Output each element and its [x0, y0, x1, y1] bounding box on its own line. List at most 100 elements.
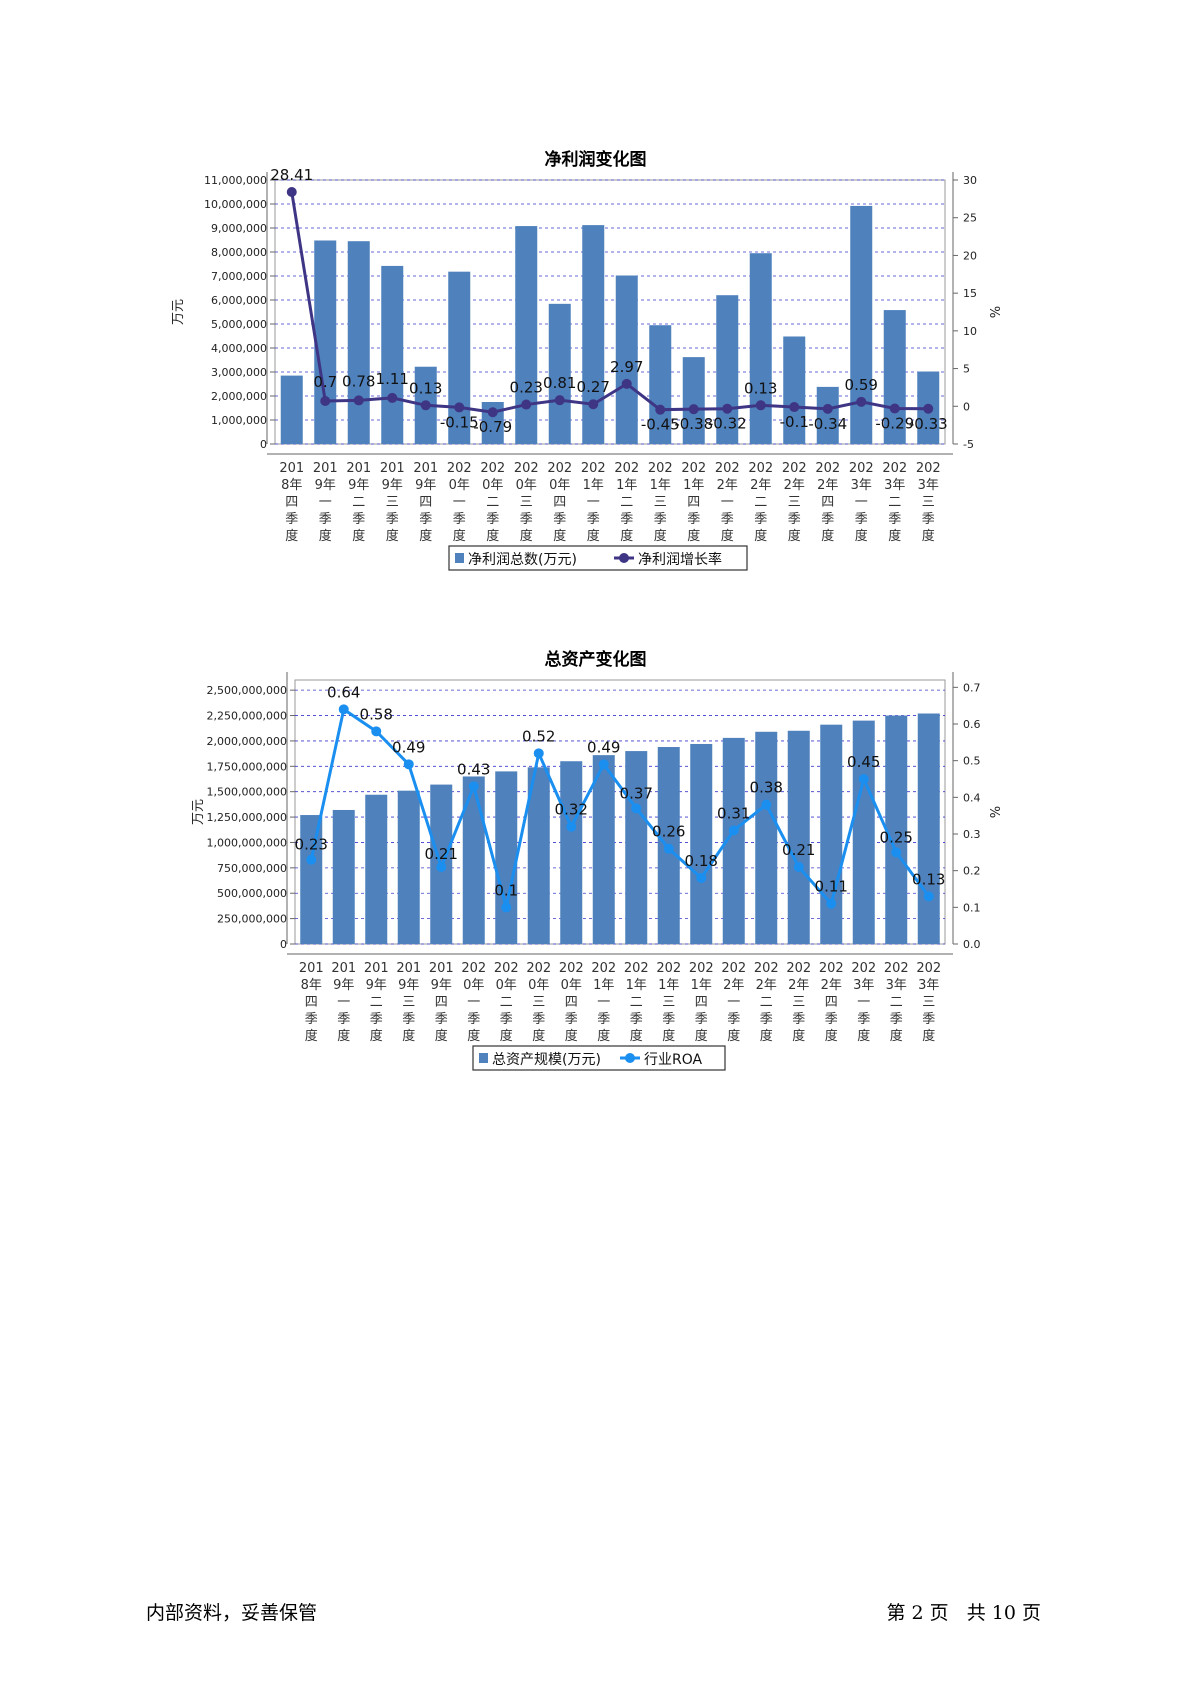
bar [682, 357, 705, 444]
x-tick-label: 度 [467, 1028, 480, 1044]
x-tick-label: 度 [630, 1028, 643, 1044]
bar [515, 226, 538, 444]
bar [883, 310, 906, 444]
data-label: 0.49 [587, 738, 620, 756]
line-point [420, 400, 431, 411]
line-point [826, 898, 837, 909]
x-tick-label: 四 [695, 995, 708, 1010]
x-tick-label: 202 [614, 461, 639, 476]
x-tick-label: 三 [532, 995, 545, 1010]
y-tick-label: 7,000,000 [211, 270, 267, 283]
x-tick-label: 季 [402, 1012, 415, 1027]
x-tick-label: 一 [721, 495, 734, 510]
line-point [789, 402, 800, 413]
x-tick-label: 9年 [415, 478, 436, 493]
x-tick-label: 202 [514, 461, 539, 476]
data-label: 0.45 [847, 753, 880, 771]
y-tick-label: 9,000,000 [211, 222, 267, 235]
x-tick-label: 度 [654, 528, 667, 544]
y-tick-label: 3,000,000 [211, 366, 267, 379]
x-tick-label: 202 [681, 461, 706, 476]
x-tick-label: 1年 [616, 478, 637, 493]
line-point [521, 399, 532, 410]
x-tick-label: 0年 [516, 478, 537, 493]
x-tick-label: 度 [435, 1028, 448, 1044]
data-label: 0.23 [295, 836, 328, 854]
y2-tick-label: 10 [963, 325, 977, 338]
line-point [588, 399, 599, 410]
x-tick-label: 一 [467, 995, 480, 1010]
x-tick-label: 三 [788, 495, 801, 510]
bar [850, 205, 873, 444]
x-tick-label: 一 [453, 495, 466, 510]
bar [917, 713, 940, 944]
y2-tick-label: 30 [963, 174, 977, 187]
x-tick-label: 四 [305, 995, 318, 1010]
line-point [856, 396, 867, 407]
x-tick-label: 季 [792, 1012, 805, 1027]
x-tick-label: 0年 [528, 978, 549, 993]
y-tick-label: 0 [260, 438, 267, 451]
line-point [822, 403, 833, 414]
data-label: -0.34 [808, 415, 847, 433]
y2-tick-label: 25 [963, 212, 977, 225]
line-point [891, 847, 902, 858]
data-label: -0.38 [674, 415, 713, 433]
data-label: 0.81 [543, 374, 576, 392]
bar [787, 730, 810, 944]
x-tick-label: 202 [581, 461, 606, 476]
y-axis-title: 万元 [171, 299, 186, 325]
line-point [338, 704, 349, 715]
x-tick-label: 二 [352, 495, 365, 510]
data-label: 0.49 [392, 738, 425, 756]
bar [314, 240, 337, 444]
x-tick-label: 一 [727, 995, 740, 1010]
data-label: 0.52 [522, 727, 555, 745]
bar [615, 275, 638, 444]
x-tick-label: 季 [285, 512, 298, 527]
x-tick-label: 202 [786, 961, 811, 976]
x-tick-label: 202 [884, 961, 909, 976]
y-tick-label: 250,000,000 [217, 913, 287, 926]
y-tick-label: 1,000,000 [211, 414, 267, 427]
x-tick-label: 季 [532, 1012, 545, 1027]
bar [690, 743, 713, 944]
x-tick-label: 度 [500, 1028, 513, 1044]
x-tick-label: 二 [760, 995, 773, 1010]
x-tick-label: 四 [553, 495, 566, 510]
x-tick-label: 三 [402, 995, 415, 1010]
x-tick-label: 季 [305, 1012, 318, 1027]
x-tick-label: 9年 [366, 978, 387, 993]
line-point [403, 759, 414, 770]
x-tick-label: 202 [715, 461, 740, 476]
x-tick-label: 季 [520, 512, 533, 527]
x-tick-label: 三 [922, 995, 935, 1010]
x-tick-label: 3年 [918, 478, 939, 493]
bar [722, 737, 745, 944]
bar [625, 751, 648, 944]
data-label: 28.41 [270, 166, 313, 184]
x-tick-label: 202 [494, 961, 519, 976]
bar [749, 253, 772, 444]
bar [397, 790, 420, 944]
y2-tick-label: 0.2 [963, 865, 981, 878]
data-label: 0.18 [685, 852, 718, 870]
line-point [598, 759, 609, 770]
bar [852, 720, 875, 944]
line-point [655, 404, 666, 415]
x-tick-label: 2年 [750, 478, 771, 493]
y-tick-label: 1,250,000,000 [207, 811, 287, 824]
x-tick-label: 度 [888, 528, 901, 544]
x-tick-label: 201 [313, 461, 338, 476]
x-tick-label: 9年 [348, 478, 369, 493]
x-tick-label: 季 [788, 512, 801, 527]
y2-tick-label: -5 [963, 438, 974, 451]
x-tick-label: 季 [760, 1012, 773, 1027]
x-tick-label: 度 [890, 1028, 903, 1044]
x-tick-label: 季 [821, 512, 834, 527]
x-tick-label: 2年 [817, 478, 838, 493]
x-tick-label: 季 [855, 512, 868, 527]
x-tick-label: 季 [922, 1012, 935, 1027]
line-point [761, 799, 772, 810]
data-label: 0.25 [880, 828, 913, 846]
